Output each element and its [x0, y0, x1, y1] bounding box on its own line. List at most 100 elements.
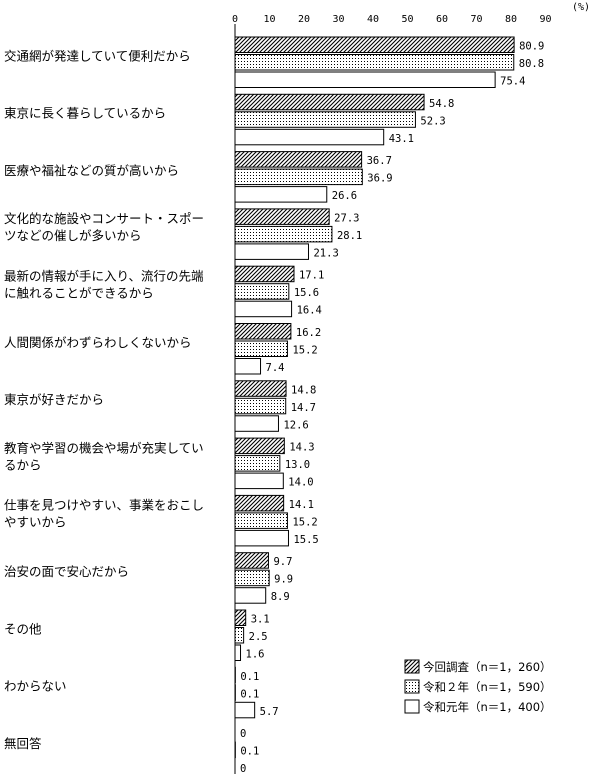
bar [234, 397, 287, 415]
category-label: ツなどの催しが多いから [4, 228, 142, 243]
bar [234, 529, 289, 547]
bar [234, 609, 247, 626]
category-label: 東京が好きだから [4, 392, 104, 407]
bar [234, 168, 363, 186]
bar [234, 300, 293, 318]
bar [234, 208, 330, 225]
bar-value-label: 14.1 [289, 499, 314, 511]
bar-value-label: 15.2 [292, 516, 317, 528]
category-label: その他 [4, 621, 42, 636]
x-tick-label: 20 [298, 14, 310, 25]
category-group: 治安の面で安心だから 9.7 9.9 8.9 [4, 552, 293, 604]
bar [234, 265, 295, 283]
bar [234, 283, 290, 300]
bar-value-label: 16.2 [296, 327, 321, 339]
category-group: 医療や福祉などの質が高いから 36.7 36.9 26.6 [4, 151, 393, 203]
bar-value-label: 36.9 [367, 173, 392, 185]
bar-value-label: 0.1 [240, 688, 259, 700]
category-label: わからない [4, 679, 67, 694]
bar-value-label: 15.6 [294, 287, 319, 299]
bar-value-label: 54.8 [429, 98, 454, 110]
bar-value-label: 2.5 [249, 631, 268, 643]
category-label: 文化的な施設やコンサート・スポー [4, 211, 204, 226]
bar-value-label: 14.0 [288, 477, 313, 489]
category-label: 医療や福祉などの質が高いから [4, 163, 179, 178]
category-label: 人間関係がわずらわしくないから [4, 335, 192, 350]
category-label: 教育や学習の機会や場が充実してい [4, 440, 204, 455]
bar-value-label: 21.3 [313, 247, 338, 259]
category-group: 交通網が発達していて便利だから 80.9 80.8 75.4 [4, 36, 544, 88]
bar [234, 472, 284, 490]
x-tick-label: 40 [367, 14, 379, 25]
bar-value-label: 14.7 [291, 402, 316, 414]
bar-value-label: 15.5 [293, 534, 318, 546]
bar [234, 415, 279, 432]
x-tick-label: 50 [401, 14, 413, 25]
bar [234, 455, 281, 472]
bar-value-label: 15.2 [292, 345, 317, 357]
x-tick-label: 30 [332, 14, 344, 25]
legend-swatch [404, 699, 420, 714]
x-tick-label: 10 [263, 14, 275, 25]
bar-value-label: 80.8 [519, 58, 544, 70]
bar [234, 111, 416, 128]
category-label: 仕事を見つけやすい、事業をおこし [4, 498, 204, 513]
bar-value-label: 43.1 [389, 133, 414, 145]
bar [234, 627, 245, 644]
category-group: 人間関係がわずらわしくないから 16.2 15.2 7.4 [4, 323, 321, 375]
x-tick-label: 90 [539, 14, 551, 25]
bar [234, 151, 363, 168]
bar [234, 437, 285, 455]
bar-value-label: 3.1 [251, 614, 270, 626]
bar-value-label: 80.9 [519, 41, 544, 53]
legend-label: 今回調査（n＝1，260） [423, 660, 552, 674]
category-label: 交通網が発達していて便利だから [4, 48, 191, 63]
bar [234, 93, 425, 111]
bar-value-label: 26.6 [332, 190, 357, 202]
bar [234, 587, 267, 604]
bar [234, 323, 292, 340]
bar-value-label: 27.3 [334, 212, 359, 224]
bar [234, 512, 288, 529]
bar-value-label: 28.1 [337, 230, 362, 242]
x-tick-label: 0 [232, 14, 238, 25]
bar-value-label: 1.6 [246, 649, 265, 661]
legend-swatch [404, 679, 420, 694]
bar [234, 644, 242, 661]
bar-value-label: 0 [240, 763, 246, 774]
bar-value-label: 0.1 [240, 746, 259, 758]
bar [234, 186, 328, 203]
category-group: 東京が好きだから 14.8 14.7 12.6 [4, 380, 316, 432]
category-label: に触れることができるから [4, 285, 154, 300]
bar-value-label: 8.9 [271, 591, 290, 603]
x-tick-label: 80 [505, 14, 517, 25]
bar [234, 380, 287, 397]
x-tick-label: 70 [470, 14, 482, 25]
bar-value-label: 9.7 [273, 556, 292, 568]
bar-value-label: 7.4 [266, 362, 285, 374]
category-group: その他 3.1 2.5 1.6 [4, 609, 270, 661]
bar-value-label: 52.3 [420, 115, 445, 127]
axis-unit-label: (%) [572, 2, 590, 13]
bar-value-label: 14.8 [291, 384, 316, 396]
bar-value-label: 9.9 [274, 574, 293, 586]
bar [234, 54, 515, 71]
bar-value-label: 17.1 [299, 270, 324, 282]
bar [234, 494, 285, 512]
category-label: 治安の面で安心だから [4, 564, 129, 579]
legend-label: 令和元年（n＝1，400） [423, 700, 552, 714]
bar [234, 71, 496, 88]
category-label: 最新の情報が手に入り、流行の先端 [4, 268, 204, 283]
legend-label: 令和２年（n＝1，590） [423, 680, 552, 694]
bar-value-label: 0 [240, 728, 246, 740]
legend-swatch [404, 659, 420, 674]
x-tick-label: 60 [436, 14, 448, 25]
bar [234, 552, 269, 569]
bar [234, 701, 256, 719]
bar-value-label: 16.4 [297, 305, 322, 317]
bar [234, 128, 385, 146]
